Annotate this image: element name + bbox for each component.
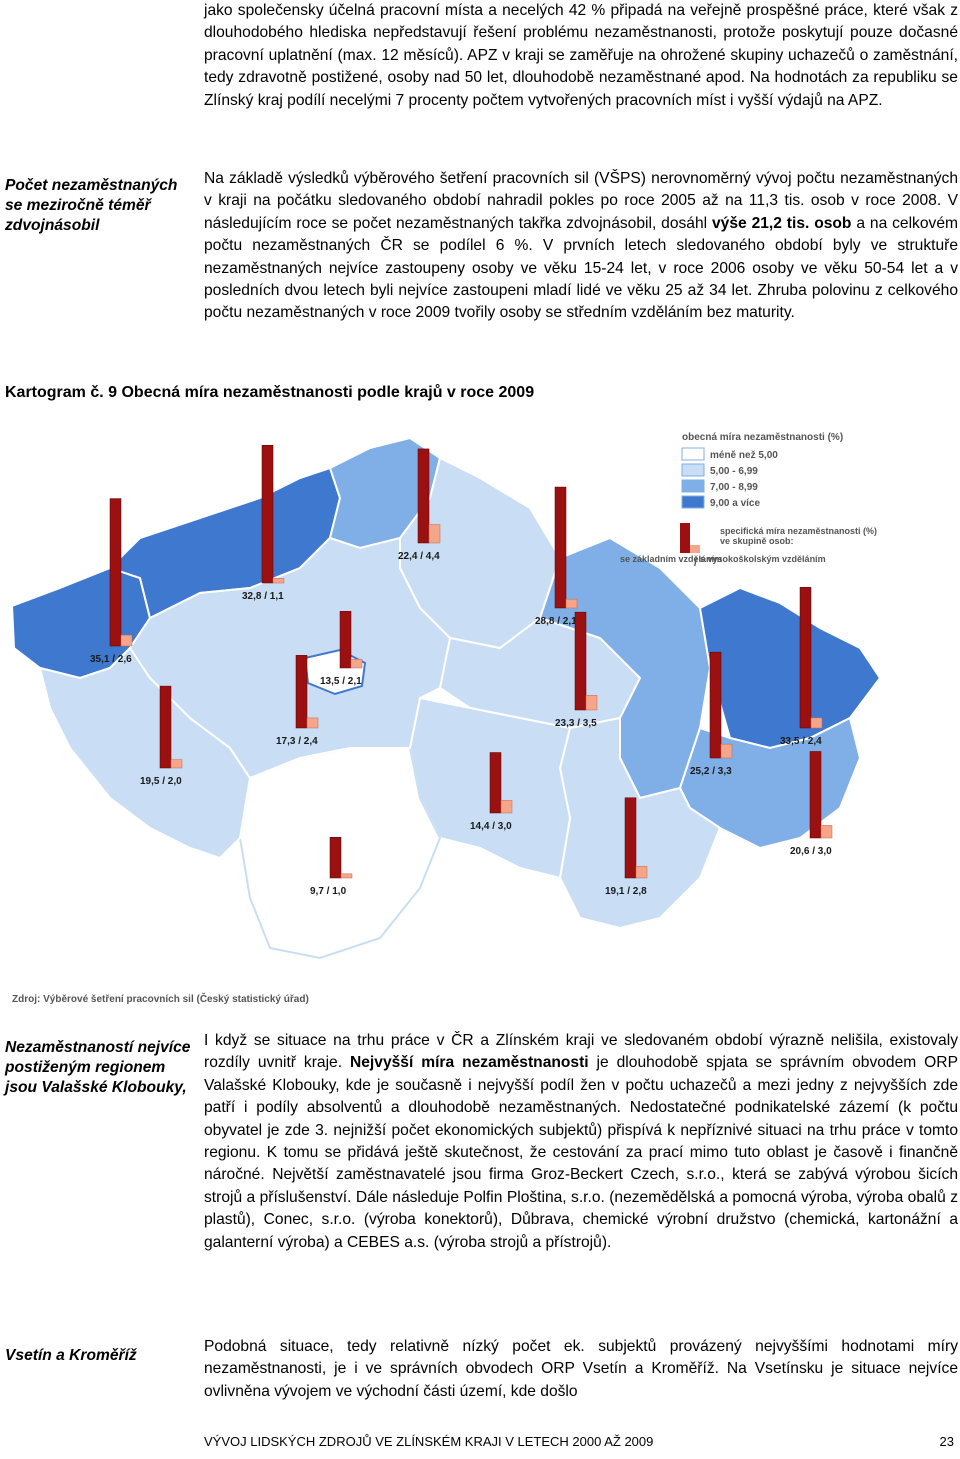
region-value-label: 35,1 / 2,6 bbox=[90, 654, 132, 665]
page-footer: VÝVOJ LIDSKÝCH ZDROJŮ VE ZLÍNSKÉM KRAJI … bbox=[204, 1434, 958, 1449]
legend-item-label: 7,00 - 8,99 bbox=[710, 482, 758, 493]
side-note-vsetin-kromeriz: Vsetín a Kroměříž bbox=[5, 1347, 137, 1364]
region-moravskoslezsky bbox=[698, 586, 882, 750]
vk-text-b: je dlouhodobě spjata se správním obvodem… bbox=[204, 1054, 958, 1251]
legend-item-label: 5,00 - 6,99 bbox=[710, 466, 758, 477]
bar-basic-education bbox=[295, 655, 308, 729]
bar-university-education bbox=[635, 865, 648, 879]
region-value-label: 25,2 / 3,3 bbox=[690, 766, 732, 777]
region-value-label: 23,3 / 3,5 bbox=[555, 718, 597, 729]
bar-basic-education bbox=[261, 444, 274, 584]
valasske-klobouky-paragraph: I když se situace na trhu práce v ČR a Z… bbox=[204, 1030, 958, 1254]
page-number: 23 bbox=[939, 1434, 954, 1449]
vsps-emphasis: výše 21,2 tis. osob bbox=[712, 214, 852, 232]
bar-basic-education bbox=[554, 486, 567, 609]
map-source: Zdroj: Výběrové šetření pracovních sil (… bbox=[12, 992, 309, 1005]
legend2-bar-univ bbox=[690, 545, 700, 553]
bar-university-education bbox=[120, 634, 133, 647]
bar-basic-education bbox=[574, 611, 587, 711]
legend-swatch bbox=[681, 463, 705, 477]
bar-basic-education bbox=[799, 587, 812, 729]
region-value-label: 22,4 / 4,4 bbox=[398, 551, 440, 562]
region-value-label: 9,7 / 1,0 bbox=[310, 886, 347, 897]
region-value-label: 28,8 / 2,1 bbox=[535, 616, 577, 627]
bar-basic-education bbox=[109, 498, 122, 647]
bar-university-education bbox=[428, 524, 441, 544]
bar-university-education bbox=[820, 825, 833, 839]
bar-university-education bbox=[272, 578, 285, 584]
vsetin-paragraph: Podobná situace, tedy relativně nízký po… bbox=[204, 1338, 958, 1400]
legend2-title: specifická míra nezaměstnanosti (%) bbox=[720, 526, 877, 536]
legend-title: obecná míra nezaměstnanosti (%) bbox=[682, 432, 843, 443]
legend-swatch bbox=[681, 495, 705, 509]
region-stredocesky bbox=[128, 536, 452, 780]
bar-university-education bbox=[170, 759, 183, 769]
vsps-paragraph: Na základě výsledků výběrového šetření p… bbox=[204, 168, 958, 325]
region-value-label: 20,6 / 3,0 bbox=[790, 846, 832, 857]
region-value-label: 19,5 / 2,0 bbox=[140, 776, 182, 787]
bar-basic-education bbox=[489, 752, 502, 814]
side-note-unemployed-doubled: Počet nezaměstnaných se meziročně téměř … bbox=[5, 177, 178, 234]
bar-university-education bbox=[585, 695, 598, 711]
region-value-label: 17,3 / 2,4 bbox=[276, 736, 318, 747]
bar-basic-education bbox=[329, 837, 342, 879]
legend-swatch bbox=[681, 479, 705, 493]
side-note-valasske-klobouky: Nezaměstnaností nejvíce postiženým regio… bbox=[5, 1039, 191, 1096]
map-title: Kartogram č. 9 Obecná míra nezaměstnanos… bbox=[5, 384, 535, 401]
region-value-label: 32,8 / 1,1 bbox=[242, 591, 284, 602]
legend: obecná míra nezaměstnanosti (%) méně než… bbox=[620, 425, 877, 569]
legend2-left: se základním vzděláním bbox=[620, 554, 722, 564]
vk-text-a: I když se situace na trhu práce v ČR a Z… bbox=[204, 1032, 958, 1072]
legend2-bar-basic bbox=[680, 523, 690, 553]
legend2-sep: / bbox=[694, 557, 697, 569]
bar-basic-education bbox=[709, 651, 722, 759]
bar-university-education bbox=[340, 873, 353, 879]
legend-swatch bbox=[681, 447, 705, 461]
bar-university-education bbox=[306, 717, 319, 729]
legend-item-label: 9,00 a více bbox=[710, 498, 760, 509]
vsps-text-a: Na základě výsledků výběrového šetření p… bbox=[204, 170, 958, 232]
vsps-text-b: a na celkovém počtu nezaměstnaných ČR se… bbox=[204, 214, 958, 322]
bar-university-education bbox=[350, 658, 363, 669]
region-plzensky bbox=[38, 646, 252, 860]
vk-emphasis: Nejvyšší míra nezaměstnanosti bbox=[350, 1054, 589, 1072]
bar-basic-education bbox=[159, 685, 172, 769]
footer-title: VÝVOJ LIDSKÝCH ZDROJŮ VE ZLÍNSKÉM KRAJI … bbox=[204, 1434, 654, 1449]
intro-paragraph: jako společensky účelná pracovní místa a… bbox=[204, 2, 958, 109]
bar-basic-education bbox=[809, 751, 822, 839]
map-svg: 32,8 / 1,1 22,4 / 4,4 28,8 / 2,1 35,1 / 2,6… bbox=[10, 425, 882, 1005]
region-value-label: 14,4 / 3,0 bbox=[470, 821, 512, 832]
unemployment-map: 32,8 / 1,1 22,4 / 4,4 28,8 / 2,1 35,1 / 2,6… bbox=[0, 418, 960, 1010]
region-value-label: 19,1 / 2,8 bbox=[605, 886, 647, 897]
bar-university-education bbox=[500, 800, 513, 814]
bar-university-education bbox=[720, 743, 733, 759]
legend-item-label: méně než 5,00 bbox=[710, 450, 778, 461]
bar-university-education bbox=[565, 598, 578, 609]
bar-basic-education bbox=[624, 797, 637, 879]
region-value-label: 13,5 / 2,1 bbox=[320, 676, 362, 687]
bar-basic-education bbox=[339, 611, 352, 669]
bar-basic-education bbox=[417, 448, 430, 544]
bar-university-education bbox=[810, 717, 823, 729]
bar-group: 32,8 / 1,1 22,4 / 4,4 28,8 / 2,1 35,1 / 2,6… bbox=[90, 444, 833, 897]
region-value-label: 33,5 / 2,4 bbox=[780, 736, 822, 747]
legend2-sub: ve skupině osob: bbox=[720, 536, 794, 546]
legend2-right: s vysokoškolským vzděláním bbox=[700, 554, 826, 564]
